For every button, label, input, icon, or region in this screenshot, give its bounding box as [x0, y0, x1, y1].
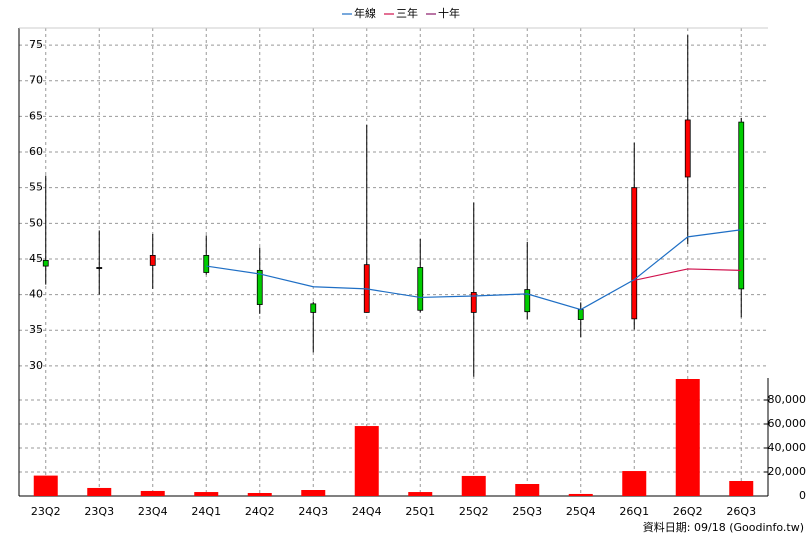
candle-body — [310, 303, 317, 313]
candle-body — [470, 292, 477, 313]
volume-tick-label: 0 — [799, 489, 806, 502]
x-tick-label: 25Q2 — [459, 505, 489, 518]
y-tick-label: 75 — [29, 38, 43, 51]
volume-bar — [622, 471, 647, 496]
volume-bar — [87, 487, 112, 496]
y-tick-label: 40 — [29, 288, 43, 301]
y-tick-label: 45 — [29, 252, 43, 265]
x-tick-label: 25Q3 — [512, 505, 542, 518]
volume-bar — [33, 475, 58, 496]
volume-tick-label: 60,000 — [768, 417, 807, 430]
candle-body — [417, 267, 424, 311]
x-tick-label: 24Q1 — [191, 505, 221, 518]
line-series — [206, 229, 742, 311]
legend-label: 十年 — [438, 6, 460, 20]
volume-tick-label: 40,000 — [768, 441, 807, 454]
y-tick-label: 50 — [29, 216, 43, 229]
x-tick-label: 25Q4 — [566, 505, 596, 518]
candle-body — [684, 119, 691, 178]
volume-bar — [515, 483, 540, 496]
x-tick-label: 25Q1 — [405, 505, 435, 518]
candle-body — [42, 259, 49, 267]
volume-bar — [568, 493, 593, 496]
legend-label: 三年 — [396, 6, 418, 20]
x-tick-label: 24Q2 — [245, 505, 275, 518]
x-tick-label: 24Q3 — [298, 505, 328, 518]
x-tick-label: 26Q3 — [726, 505, 756, 518]
legend-label: 年線 — [354, 6, 376, 20]
candle-body — [738, 121, 745, 290]
candle-body — [577, 309, 584, 320]
y-tick-label: 70 — [29, 74, 43, 87]
x-tick-label: 23Q3 — [84, 505, 114, 518]
volume-bar — [247, 493, 272, 496]
candle-body — [149, 254, 156, 266]
x-tick-label: 26Q1 — [619, 505, 649, 518]
volume-tick-label: 20,000 — [768, 465, 807, 478]
volume-tick-label: 80,000 — [768, 393, 807, 406]
x-tick-label: 26Q2 — [673, 505, 703, 518]
y-tick-label: 30 — [29, 359, 43, 372]
volume-bar — [675, 378, 700, 496]
y-tick-label: 60 — [29, 145, 43, 158]
volume-bar — [140, 490, 165, 496]
y-tick-label: 35 — [29, 323, 43, 336]
x-tick-label: 23Q4 — [138, 505, 168, 518]
volume-bar — [408, 492, 433, 496]
x-tick-label: 23Q2 — [31, 505, 61, 518]
candle-body — [256, 269, 263, 305]
line-series — [634, 268, 742, 281]
candle-body — [524, 289, 531, 313]
volume-bar — [194, 492, 219, 496]
candle-body — [96, 267, 103, 269]
source-note: 資料日期: 09/18 (Goodinfo.tw) — [643, 520, 804, 534]
y-tick-label: 65 — [29, 109, 43, 122]
x-tick-label: 24Q4 — [352, 505, 382, 518]
volume-bar — [301, 489, 326, 496]
candle-body — [631, 187, 638, 320]
volume-bar — [461, 475, 486, 496]
volume-bar — [729, 480, 754, 496]
candle-body — [203, 254, 210, 273]
y-tick-label: 55 — [29, 181, 43, 194]
volume-bar — [354, 426, 379, 496]
